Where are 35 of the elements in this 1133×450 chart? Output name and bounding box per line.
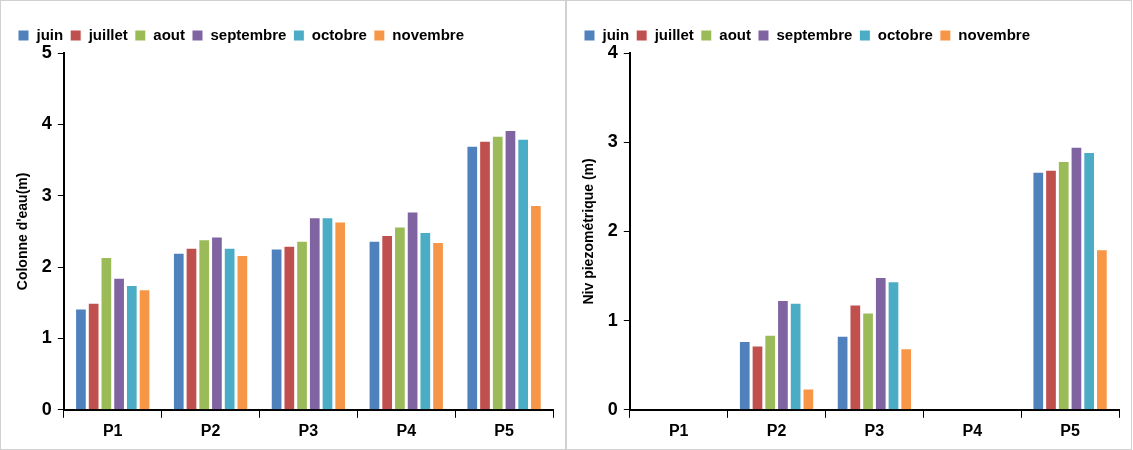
y-tick-label: 3 xyxy=(607,131,618,152)
x-tick-label: P1 xyxy=(102,421,123,439)
y-tick-label: 2 xyxy=(607,220,618,241)
y-tick-label: 0 xyxy=(607,398,618,419)
legend-label: juillet xyxy=(653,25,694,43)
legend-label: novembre xyxy=(392,25,465,43)
x-tick-label: P5 xyxy=(1060,421,1080,439)
y-tick-label: 1 xyxy=(607,309,618,330)
y-axis-title: Niv piezométrique (m) xyxy=(580,158,597,305)
x-tick-label: P3 xyxy=(298,421,319,439)
legend-label: octobre xyxy=(311,25,367,43)
legend-label: juin xyxy=(601,25,630,43)
y-tick-label: 4 xyxy=(41,113,52,134)
y-axis-title: Colonne d'eau(m) xyxy=(14,172,31,291)
legend-label: septembre xyxy=(210,25,287,43)
x-tick-label: P5 xyxy=(494,421,514,439)
y-tick-label: 2 xyxy=(41,256,52,277)
x-tick-label: P2 xyxy=(200,421,221,439)
y-tick-label: 1 xyxy=(41,327,52,348)
legend-label: juillet xyxy=(87,25,128,43)
x-tick-label: P1 xyxy=(668,421,689,439)
y-tick-label: 0 xyxy=(41,398,52,419)
x-tick-label: P2 xyxy=(766,421,787,439)
legend-label: novembre xyxy=(958,25,1031,43)
legend-label: aout xyxy=(153,25,185,43)
y-tick-label: 5 xyxy=(41,41,52,62)
x-tick-label: P4 xyxy=(962,421,983,439)
x-tick-label: P3 xyxy=(864,421,885,439)
y-tick-label: 3 xyxy=(41,184,52,205)
legend-label: octobre xyxy=(877,25,933,43)
legend-label: septembre xyxy=(776,25,853,43)
y-tick-label: 4 xyxy=(607,41,618,62)
legend-label: juin xyxy=(35,25,64,43)
legend-label: aout xyxy=(719,25,751,43)
x-tick-label: P4 xyxy=(396,421,417,439)
